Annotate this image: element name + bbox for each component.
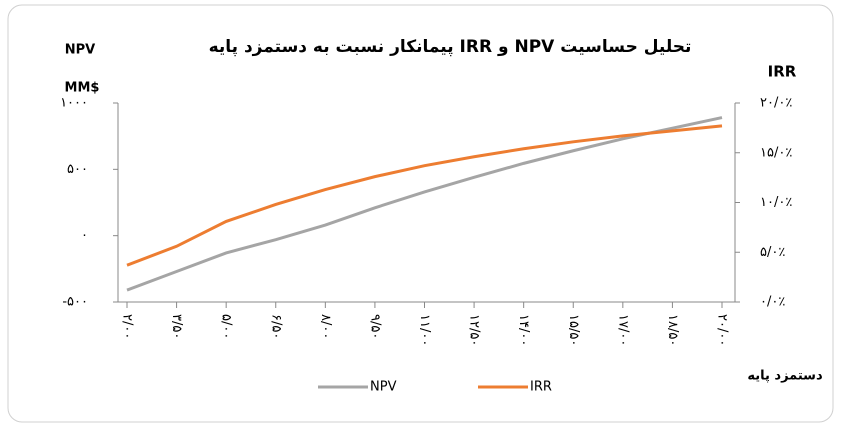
x-tick-label: ۱۸/۵۰ — [665, 314, 680, 346]
x-tick-label: ۱۲/۵۰ — [467, 314, 482, 346]
x-tick-label: ۳/۵۰ — [169, 314, 184, 339]
x-tick-label: ۲۰/۰۰ — [715, 314, 730, 346]
x-tick-label: ۱۴/۰۰ — [516, 314, 531, 346]
y-tick-label: ۰ — [81, 228, 88, 243]
legend-label: NPV — [370, 380, 397, 395]
y-tick-label: ۱۰۰۰ — [60, 96, 88, 111]
series-line — [126, 124, 723, 267]
legend-label: IRR — [530, 380, 552, 395]
x-tick-label: ۹/۵۰ — [367, 314, 382, 339]
x-tick-label: ۱۵/۵۰ — [566, 314, 581, 346]
y2-tick-label: ۵/۰٪ — [760, 245, 785, 260]
y2-tick-label: ۱۰/۰٪ — [760, 195, 792, 210]
y-axis-label: NPV — [65, 43, 95, 58]
x-tick-label: ۸/۰۰ — [318, 314, 333, 339]
y2-tick-label: ۰/۰٪ — [760, 295, 785, 310]
y-tick-label: -۵۰۰ — [62, 295, 88, 310]
y-axis-label: MM$ — [65, 81, 100, 96]
y2-tick-label: ۱۵/۰٪ — [760, 145, 792, 160]
y2-axis-label: IRR — [768, 63, 797, 81]
series-line — [126, 116, 723, 292]
y-tick-label: ۵۰۰ — [67, 162, 88, 177]
chart-title: تحلیل حساسیت NPV و IRR پیمانکار نسبت به … — [209, 37, 692, 57]
x-tick-label: ۶/۵۰ — [268, 314, 283, 339]
chart-frame — [7, 4, 834, 423]
x-tick-label: ۵/۰۰ — [219, 314, 234, 339]
x-tick-label: ۲/۰۰ — [120, 314, 135, 339]
y2-tick-label: ۲۰/۰٪ — [760, 96, 792, 111]
x-axis-label: دستمزد پایه — [747, 369, 823, 384]
x-tick-label: ۱۱/۰۰ — [417, 314, 432, 346]
x-tick-label: ۱۷/۰۰ — [615, 314, 630, 346]
